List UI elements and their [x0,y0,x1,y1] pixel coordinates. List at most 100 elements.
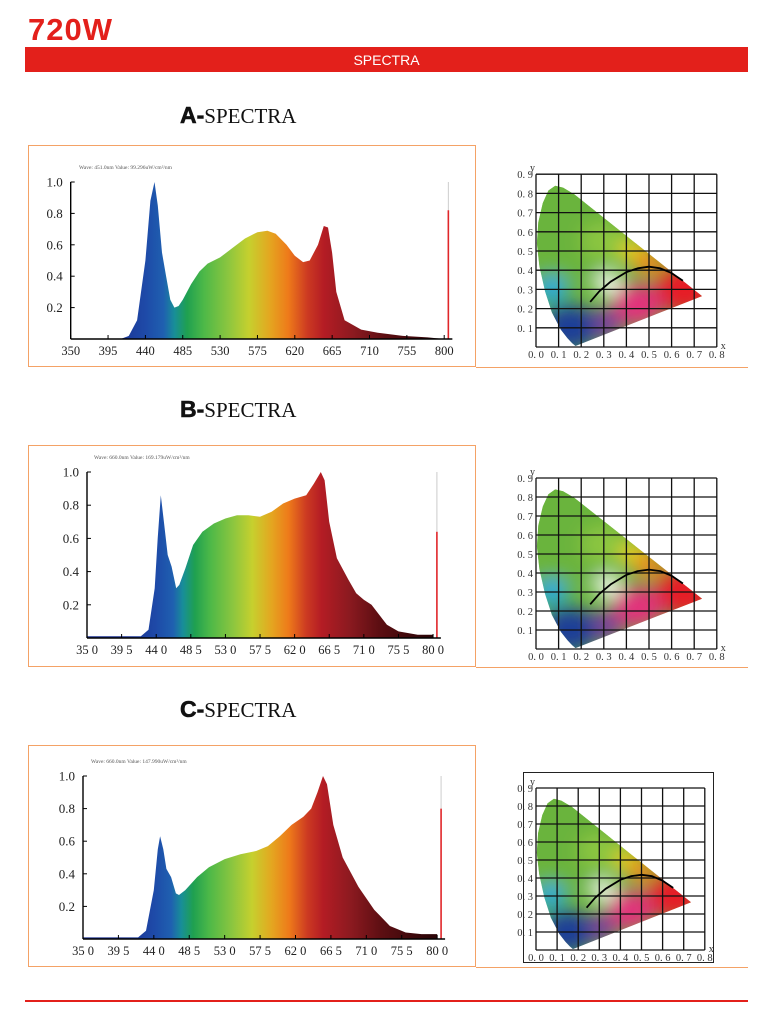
x-tick-label: 66 5 [320,944,342,958]
y-tick-label: 0. 2 [517,910,533,921]
x-tick-label: 0. 6 [664,350,680,361]
spectrum-area [83,776,438,939]
x-tick-label: 0. 4 [619,652,636,663]
y-axis-label: y [530,467,535,478]
y-tick-label: 0. 7 [517,820,533,831]
y-tick-label: 0.8 [63,498,79,513]
y-tick-label: 0. 5 [517,247,533,258]
color-blob [536,185,631,280]
x-tick-label: 0. 7 [686,652,702,663]
y-tick-label: 0. 3 [517,892,533,903]
section-divider [476,967,748,968]
y-axis-label: y [530,777,535,788]
wave-readout: Wave: 451.0nm Value: 99.296uW/cm²/nm [79,165,172,171]
planckian-locus [589,568,684,605]
x-tick-label: 62 0 [284,643,306,657]
y-tick-label: 0. 3 [517,285,533,296]
y-tick-label: 0.6 [46,237,63,252]
x-tick-label: 0. 8 [697,953,713,964]
y-tick-label: 0. 6 [517,228,533,239]
x-tick-label: 0. 6 [664,652,680,663]
y-tick-label: 0.6 [59,834,76,849]
x-tick-label: 0. 8 [709,652,725,663]
x-tick-label: 0. 1 [549,953,565,964]
x-tick-label: 485 [173,344,192,358]
planckian-locus [585,873,674,909]
x-tick-label: 395 [99,344,118,358]
x-tick-label: 62 0 [285,944,307,958]
x-tick-label: 80 0 [422,643,444,657]
section-title-b: B-SPECTRA [180,396,297,423]
x-axis-label: x [709,944,714,955]
y-tick-label: 0. 3 [517,588,533,599]
y-tick-label: 0. 8 [517,802,533,813]
section-title-a: A-SPECTRA [180,102,297,129]
x-tick-label: 48 5 [180,643,202,657]
x-tick-label: 0. 2 [573,350,589,361]
x-tick-label: 44 0 [143,944,165,958]
x-tick-label: 53 0 [214,944,236,958]
y-tick-label: 1.0 [59,769,75,784]
x-tick-label: 39 5 [111,643,133,657]
spectrum-area [87,472,434,638]
color-blob [536,798,625,887]
x-tick-label: 39 5 [107,944,129,958]
x-tick-label: 0. 4 [613,953,630,964]
y-tick-label: 0. 5 [517,550,533,561]
section-letter: A- [180,102,205,129]
y-tick-label: 0. 7 [517,209,533,220]
cie-chromaticity-diagram-a: 0. 0 0. 1 0. 2 0. 3 0. 4 0. 5 0. 6 0. 7 0. 8 0. 1… [517,163,726,361]
x-tick-label: 0. 7 [686,350,702,361]
planckian-locus [589,265,684,303]
x-tick-label: 71 0 [355,944,377,958]
y-tick-label: 0. 9 [517,170,533,181]
section-word: SPECTRA [204,398,297,422]
y-tick-label: 0. 7 [517,512,533,523]
y-tick-label: 0.4 [46,269,63,284]
x-tick-label: 57 5 [249,944,271,958]
spectrum-area [70,182,445,339]
y-tick-label: 0. 1 [517,928,533,939]
cie-frame [523,772,714,963]
section-divider [476,367,748,368]
x-tick-label: 0. 6 [655,953,671,964]
y-tick-label: 0. 4 [517,569,534,580]
x-tick-label: 800 [435,344,454,358]
x-tick-label: 530 [211,344,230,358]
y-tick-label: 0. 1 [517,324,533,335]
x-tick-label: 0. 0 [528,953,544,964]
x-tick-label: 57 5 [249,643,271,657]
color-blob [612,283,663,326]
y-tick-label: 0. 4 [517,874,534,885]
x-tick-label: 350 [61,344,80,358]
y-axis-label: y [530,163,535,174]
x-tick-label: 0. 5 [641,350,657,361]
x-tick-label: 75 5 [391,944,413,958]
y-tick-label: 0.2 [46,300,62,315]
y-tick-label: 0.4 [59,866,76,881]
spectrum-chart-c: 35 0 39 5 44 0 48 5 53 0 57 5 62 0 66 5 71 0 75 5… [28,745,476,967]
color-blob [607,890,655,931]
spectrum-chart-b: 35 0 39 5 44 0 48 5 53 0 57 5 62 0 66 5 71 0 75 5… [28,445,476,667]
spectra-banner: SPECTRA [25,47,748,72]
y-tick-label: 0.4 [63,564,80,579]
x-tick-label: 53 0 [214,643,236,657]
spectrum-plot: 35 0 39 5 44 0 48 5 53 0 57 5 62 0 66 5 71 0 75 5… [63,465,444,658]
x-tick-label: 0. 8 [709,350,725,361]
y-tick-label: 0.8 [59,801,75,816]
x-tick-label: 66 5 [318,643,340,657]
section-title-c: C-SPECTRA [180,696,297,723]
x-tick-label: 620 [285,344,304,358]
x-tick-label: 0. 1 [551,652,567,663]
y-tick-label: 0.2 [63,597,79,612]
x-tick-label: 0. 4 [619,350,636,361]
spectrum-plot: 35 0 39 5 44 0 48 5 53 0 57 5 62 0 66 5 71 0 75 5… [59,769,448,959]
x-tick-label: 0. 0 [528,350,544,361]
x-tick-label: 0. 1 [551,350,567,361]
footer-divider [25,1000,748,1002]
x-tick-label: 35 0 [76,643,98,657]
y-tick-label: 1.0 [46,175,62,190]
section-letter: C- [180,696,205,723]
y-tick-label: 0. 9 [517,474,533,485]
x-tick-label: 48 5 [178,944,200,958]
